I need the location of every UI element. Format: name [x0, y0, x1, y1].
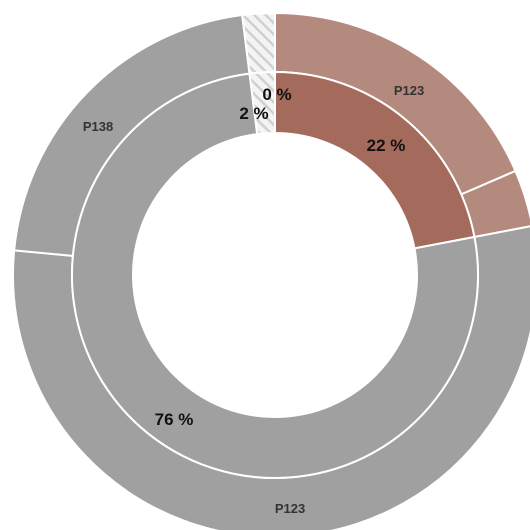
inner-label-2: 2 % [239, 104, 268, 123]
inner-label-0: 0 % [262, 85, 291, 104]
inner-label-76: 76 % [155, 410, 194, 429]
inner-ring [71, 70, 479, 479]
outer-label-p123-top: P123 [394, 83, 424, 98]
inner-slice-1 [71, 72, 479, 479]
data-labels: 22 % 76 % 2 % 0 % P123 P123 P138 [83, 83, 424, 516]
inner-label-22: 22 % [367, 136, 406, 155]
inner-slice-2 [248, 70, 276, 136]
outer-ring [12, 11, 530, 530]
outer-label-p123-bottom: P123 [275, 501, 305, 516]
outer-label-p138: P138 [83, 119, 113, 134]
